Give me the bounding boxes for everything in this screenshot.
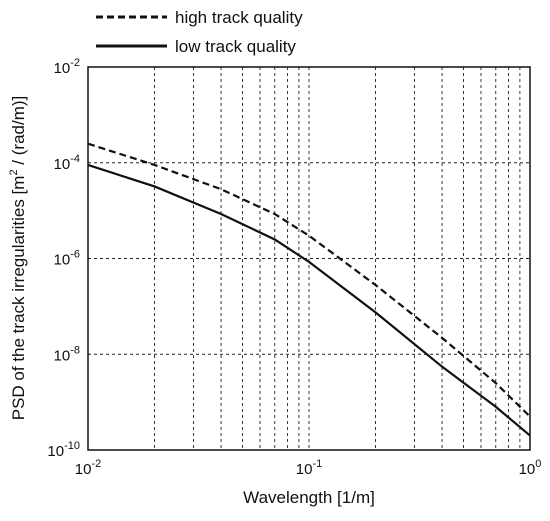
x-tick-label: 100 xyxy=(519,458,542,478)
y-tick-label: 10-8 xyxy=(54,344,80,364)
y-tick-label: 10-6 xyxy=(54,249,80,269)
data-series xyxy=(87,142,531,437)
x-tick-label: 10-1 xyxy=(296,458,322,478)
x-axis-label: Wavelength [1/m] xyxy=(243,488,375,507)
y-tick-label: 10-10 xyxy=(47,440,80,460)
y-axis-label: PSD of the track irregularities [m2 / (r… xyxy=(8,96,28,421)
y-tick-label: 10-4 xyxy=(54,153,80,173)
grid-lines xyxy=(88,67,530,450)
x-tick-label: 10-2 xyxy=(75,458,101,478)
tick-labels: 10-2 10-1 100 10-2 10-4 10-6 10-8 10-10 xyxy=(47,57,541,478)
legend-label-high-track-quality: high track quality xyxy=(175,8,303,27)
y-tick-label: 10-2 xyxy=(54,57,80,77)
series-line-low-track-quality xyxy=(87,163,531,437)
series-line-high-track-quality xyxy=(87,142,531,418)
legend-label-low-track-quality: low track quality xyxy=(175,37,296,56)
legend: high track quality low track quality xyxy=(96,8,303,56)
plot-frame xyxy=(87,66,531,451)
